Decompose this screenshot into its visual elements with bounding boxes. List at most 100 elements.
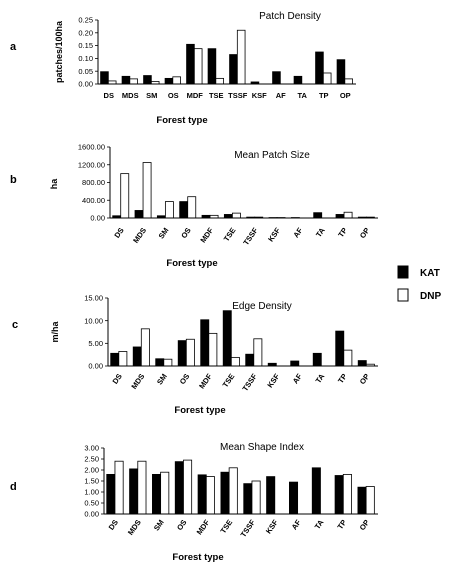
category-label-mdf: MDF — [197, 372, 214, 391]
bar-dnp-ds — [118, 351, 128, 367]
category-label-af: AF — [276, 91, 286, 100]
bar-kat-tse — [223, 214, 233, 219]
y-tick-label: 0.00 — [90, 214, 105, 223]
bar-kat-tse — [220, 471, 230, 515]
x-axis-label: Forest type — [166, 258, 217, 269]
y-tick-label: 0.15 — [78, 41, 93, 50]
y-tick-label: 0.00 — [84, 510, 99, 519]
y-tick-label: 10.00 — [84, 316, 103, 325]
category-label-af: AF — [290, 518, 303, 532]
y-tick-label: 5.00 — [88, 339, 103, 348]
bar-dnp-tse — [231, 212, 241, 219]
chart-title: Mean Patch Size — [234, 150, 310, 161]
bar-kat-os — [174, 461, 184, 515]
category-label-ds: DS — [104, 91, 114, 100]
category-label-os: OS — [179, 226, 193, 240]
chart-title: Mean Shape Index — [220, 442, 304, 453]
bar-kat-tssf — [245, 353, 255, 367]
bar-dnp-os — [185, 338, 195, 367]
y-axis-label: patches/100ha — [54, 20, 64, 83]
bar-kat-mds — [134, 210, 144, 219]
bar-dnp-sm — [164, 201, 174, 219]
category-label-mds: MDS — [122, 91, 139, 100]
category-label-ds: DS — [112, 226, 125, 240]
category-label-os: OS — [178, 372, 192, 386]
category-label-sm: SM — [152, 518, 166, 532]
bar-kat-af — [272, 71, 281, 85]
category-label-ta: TA — [314, 226, 327, 239]
category-label-ta: TA — [314, 372, 327, 385]
category-label-af: AF — [291, 372, 304, 386]
category-label-tse: TSE — [221, 372, 237, 389]
y-tick-label: 0.00 — [78, 80, 93, 89]
x-axis-label: Forest type — [172, 552, 223, 563]
y-tick-label: 15.00 — [84, 294, 103, 303]
bar-dnp-tp — [343, 211, 353, 219]
y-tick-label: 400.00 — [82, 196, 105, 205]
bar-kat-ksf — [266, 476, 276, 515]
category-label-tssf: TSSF — [241, 226, 260, 247]
category-label-ta: TA — [313, 518, 326, 531]
bar-dnp-tse — [230, 356, 240, 367]
category-label-ksf: KSF — [264, 518, 280, 536]
y-tick-label: 0.00 — [88, 362, 103, 371]
category-label-af: AF — [291, 226, 304, 240]
panel-letter: b — [10, 174, 17, 186]
y-tick-label: 1200.00 — [78, 160, 105, 169]
bar-kat-sm — [155, 358, 165, 367]
bar-kat-sm — [143, 75, 152, 85]
panel-letter: c — [12, 319, 18, 331]
category-label-op: OP — [340, 91, 351, 100]
category-label-os: OS — [175, 518, 189, 532]
y-tick-label: 1.50 — [84, 477, 99, 486]
bar-kat-mds — [129, 468, 139, 515]
bar-dnp-mds — [140, 328, 150, 367]
y-tick-label: 0.25 — [78, 16, 93, 25]
bar-kat-tse — [207, 48, 217, 85]
y-tick-label: 1600.00 — [78, 143, 105, 152]
bar-dnp-tp — [343, 349, 353, 367]
panel-letter: d — [10, 481, 17, 493]
y-tick-label: 0.20 — [78, 28, 93, 37]
category-label-ta: TA — [298, 91, 308, 100]
category-label-mdf: MDF — [195, 518, 212, 537]
bar-kat-os — [179, 201, 189, 219]
bar-kat-tse — [222, 310, 232, 367]
bar-dnp-tse — [228, 467, 238, 515]
category-label-tssf: TSSF — [228, 91, 248, 100]
bar-kat-ta — [313, 212, 323, 219]
bar-dnp-sm — [163, 358, 173, 367]
category-label-mds: MDS — [131, 226, 148, 245]
panel-b: b Mean Patch Size ha 0.00 400.00 800.00 1200.0… — [10, 143, 378, 269]
bar-kat-op — [357, 486, 367, 515]
bar-kat-af — [289, 481, 299, 515]
y-tick-label: 1.00 — [84, 488, 99, 497]
legend: KAT DNP — [397, 265, 441, 302]
panel-c: c Edge Density m/ha 0.00 5.00 10.00 15.00 DS MDS… — [12, 294, 378, 416]
bar-dnp-mdf — [193, 48, 203, 85]
bar-dnp-tse — [215, 77, 224, 85]
category-label-op: OP — [358, 372, 372, 386]
bar-dnp-tssf — [253, 338, 263, 367]
category-label-tp: TP — [336, 518, 349, 531]
y-tick-label: 0.05 — [78, 67, 93, 76]
y-axis-label: ha — [49, 178, 59, 189]
bar-kat-sm — [152, 473, 162, 515]
bar-dnp-sm — [160, 471, 170, 515]
bar-dnp-tp — [322, 72, 332, 85]
panel-letter: a — [10, 41, 17, 53]
category-label-ds: DS — [107, 518, 120, 532]
bar-kat-af — [290, 360, 300, 367]
bar-kat-os — [177, 340, 187, 367]
category-label-mds: MDS — [129, 372, 146, 391]
category-label-sm: SM — [146, 91, 157, 100]
legend-swatch-dnp — [397, 288, 409, 302]
bar-kat-tp — [315, 51, 324, 85]
bar-kat-mdf — [186, 43, 195, 85]
panel-d: d Mean Shape Index 0.00 0.50 1.00 1.50 2.00 2.5… — [10, 442, 378, 563]
bar-kat-op — [357, 360, 367, 367]
bar-dnp-tssf — [251, 480, 261, 515]
category-label-sm: SM — [155, 372, 169, 386]
category-label-ksf: KSF — [266, 226, 282, 244]
